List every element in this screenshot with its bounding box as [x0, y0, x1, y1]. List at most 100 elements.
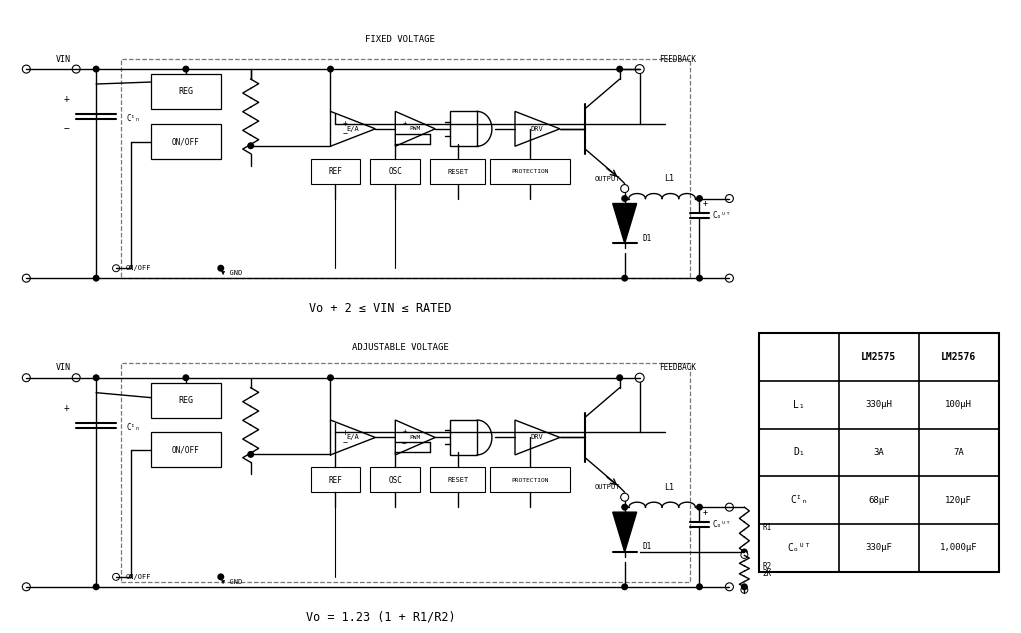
Text: 330μH: 330μH: [866, 400, 892, 409]
Circle shape: [621, 584, 628, 591]
Text: REF: REF: [329, 167, 342, 176]
Circle shape: [635, 65, 644, 73]
Circle shape: [183, 66, 189, 73]
Text: 330μF: 330μF: [866, 544, 892, 553]
Text: ADJUSTABLE VOLTAGE: ADJUSTABLE VOLTAGE: [352, 343, 448, 353]
Text: REF: REF: [329, 476, 342, 485]
Text: LM2576: LM2576: [941, 352, 976, 362]
Text: Cₒᵁᵀ: Cₒᵁᵀ: [787, 543, 811, 553]
Text: R2: R2: [763, 562, 772, 572]
Text: +: +: [402, 429, 406, 434]
Circle shape: [621, 493, 629, 501]
Circle shape: [725, 274, 733, 282]
Text: VIN: VIN: [56, 363, 71, 372]
Text: +: +: [343, 120, 348, 128]
Circle shape: [621, 504, 628, 511]
Circle shape: [696, 504, 703, 511]
Circle shape: [247, 451, 254, 458]
Text: E/A: E/A: [346, 434, 358, 441]
Text: D₁: D₁: [793, 448, 806, 458]
Polygon shape: [395, 111, 435, 146]
FancyBboxPatch shape: [450, 420, 477, 455]
FancyBboxPatch shape: [430, 159, 485, 184]
FancyBboxPatch shape: [151, 432, 221, 467]
Text: OSC: OSC: [388, 167, 402, 176]
FancyBboxPatch shape: [371, 159, 421, 184]
Text: 120μF: 120μF: [945, 496, 972, 505]
Circle shape: [93, 374, 100, 381]
Text: PROTECTION: PROTECTION: [512, 169, 548, 174]
Text: ON/OFF: ON/OFF: [126, 574, 151, 580]
Polygon shape: [515, 420, 560, 455]
Text: +: +: [702, 508, 708, 517]
Text: ▼ GND: ▼ GND: [221, 270, 242, 276]
Text: Cᴵₙ: Cᴵₙ: [790, 495, 808, 505]
FancyBboxPatch shape: [310, 159, 360, 184]
FancyBboxPatch shape: [151, 383, 221, 418]
Text: ON/OFF: ON/OFF: [172, 137, 200, 146]
Text: Cᴵₙ: Cᴵₙ: [126, 423, 140, 432]
Text: FIXED VOLTAGE: FIXED VOLTAGE: [366, 35, 435, 44]
Circle shape: [112, 265, 119, 272]
Text: PWM: PWM: [409, 435, 421, 440]
Circle shape: [741, 586, 747, 593]
Text: +: +: [63, 94, 69, 104]
FancyBboxPatch shape: [151, 74, 221, 109]
Circle shape: [621, 275, 628, 282]
Text: VIN: VIN: [56, 54, 71, 64]
Text: DRV: DRV: [531, 434, 543, 441]
Text: 100μH: 100μH: [945, 400, 972, 409]
Polygon shape: [515, 111, 560, 146]
Text: L₁: L₁: [793, 399, 806, 410]
Circle shape: [22, 65, 31, 73]
Polygon shape: [613, 203, 637, 243]
FancyBboxPatch shape: [151, 124, 221, 159]
Circle shape: [635, 373, 644, 382]
Circle shape: [112, 573, 119, 580]
Circle shape: [621, 195, 628, 202]
Circle shape: [696, 195, 703, 202]
Text: 68μF: 68μF: [868, 496, 889, 505]
Circle shape: [93, 66, 100, 73]
Text: Cₒᵁᵀ: Cₒᵁᵀ: [713, 211, 731, 220]
FancyBboxPatch shape: [490, 159, 570, 184]
Text: RESET: RESET: [447, 168, 469, 175]
Text: −: −: [402, 130, 406, 139]
Circle shape: [22, 373, 31, 382]
Text: FEEDBACK: FEEDBACK: [660, 363, 696, 372]
Text: −: −: [343, 129, 348, 138]
Polygon shape: [395, 420, 435, 455]
Text: +: +: [63, 403, 69, 413]
Text: REG: REG: [179, 87, 193, 96]
Text: R1: R1: [763, 523, 772, 532]
Text: D1: D1: [642, 234, 651, 243]
Text: OUTPUT: OUTPUT: [595, 484, 621, 490]
Text: REG: REG: [179, 396, 193, 405]
Text: Cᴵₙ: Cᴵₙ: [126, 115, 140, 123]
Circle shape: [72, 65, 81, 73]
Text: ▼ GND: ▼ GND: [221, 579, 242, 585]
Circle shape: [741, 548, 747, 555]
Text: PWM: PWM: [409, 127, 421, 131]
Text: 1,000μF: 1,000μF: [940, 544, 977, 553]
Circle shape: [741, 584, 747, 591]
Text: −: −: [402, 439, 406, 448]
Circle shape: [725, 503, 733, 511]
Text: L1: L1: [665, 174, 675, 183]
Circle shape: [327, 374, 334, 381]
Text: LM2575: LM2575: [862, 352, 896, 362]
Circle shape: [725, 194, 733, 203]
Text: +: +: [402, 120, 406, 126]
Circle shape: [217, 573, 225, 580]
Text: 2K: 2K: [763, 569, 772, 579]
Text: PROTECTION: PROTECTION: [512, 478, 548, 483]
FancyBboxPatch shape: [760, 333, 999, 572]
Text: Cₒᵁᵀ: Cₒᵁᵀ: [713, 520, 731, 529]
Text: L1: L1: [665, 483, 675, 492]
Circle shape: [72, 373, 81, 382]
Polygon shape: [613, 512, 637, 552]
Circle shape: [327, 66, 334, 73]
Text: +: +: [343, 428, 348, 437]
Circle shape: [696, 584, 703, 591]
Circle shape: [741, 551, 747, 558]
